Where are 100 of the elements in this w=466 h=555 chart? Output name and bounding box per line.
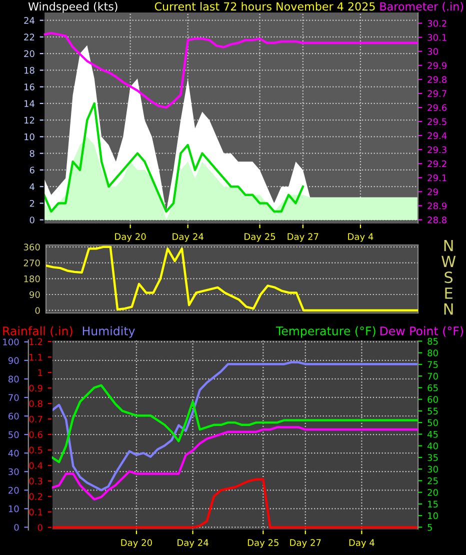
y3-tick-label: 65 (428, 384, 438, 392)
y-tick-label: 180 (24, 275, 40, 282)
y2-tick-label: 30 (428, 48, 438, 55)
y2-tick-label: 1 (38, 369, 42, 376)
y3-tick-label: 5 (428, 524, 432, 531)
y2-tick-label: 29.4 (428, 132, 447, 140)
y-axis-title: Windspeed (kts) (28, 2, 118, 13)
y2-tick-label: 29.6 (428, 104, 447, 112)
text: N (444, 303, 453, 315)
y-tick-label: 20 (8, 486, 19, 494)
x-tick-label: Day 20 (121, 539, 152, 548)
y-tick-label: 360 (24, 244, 40, 250)
y2-tick-label: 29.7 (428, 90, 446, 97)
y-tick-label: 50 (8, 431, 19, 438)
text: E (445, 288, 452, 299)
text: W (442, 256, 456, 268)
y-tick-label: 30 (8, 468, 19, 476)
y3-tick-label: 60 (428, 396, 438, 403)
y-tick-label: 6 (30, 166, 34, 174)
y2-axis-title: Barometer (.in) (380, 2, 464, 12)
line-series (44, 102, 304, 213)
y2-tick-label: 1.1 (30, 354, 42, 360)
x-tick-label: Day 25 (248, 539, 278, 548)
y-tick-label: 8 (30, 150, 34, 157)
y2-tick-label: 0.3 (29, 478, 42, 484)
y3-tick-label: 80 (428, 350, 438, 356)
y-tick-label: 10 (8, 505, 19, 512)
y3-tick-label: 45 (427, 431, 438, 438)
y-tick-label: 80 (8, 376, 19, 382)
y-tick-label: 70 (8, 394, 19, 402)
x-tick-label: Day 4 (348, 233, 374, 242)
y-tick-label: 22 (24, 34, 34, 40)
x-tick-label: Day 24 (172, 233, 204, 242)
y3-tick-label: 70 (428, 372, 438, 380)
y3-tick-label: 85 (428, 338, 438, 345)
y2-tick-label: 29.3 (428, 146, 446, 154)
y2-tick-label: 29.2 (428, 160, 446, 168)
y2-tick-label: 0.4 (29, 462, 42, 469)
y3-tick-label: 30 (428, 466, 438, 473)
y2-tick-label: 29.8 (428, 76, 447, 83)
y2-tick-label: 29.9 (428, 62, 446, 69)
text: Rainfall (.in) (3, 326, 72, 337)
x-tick-label: Day 27 (290, 539, 321, 548)
y-tick-label: 40 (8, 450, 19, 457)
y-tick-label: 90 (8, 357, 19, 364)
text: S (444, 272, 453, 284)
x-tick-label: Day 4 (349, 539, 374, 548)
x-tick-label: Day 25 (244, 233, 276, 242)
y2-tick-label: 0.9 (29, 384, 42, 392)
y2-tick-label: 0.1 (29, 508, 42, 516)
text: Humidity (82, 326, 135, 338)
y2-tick-label: 0.8 (29, 400, 42, 408)
y3-tick-label: 35 (428, 454, 438, 461)
y3-tick-label: 25 (428, 477, 438, 484)
y2-tick-label: 1.2 (30, 338, 42, 345)
y2-tick-label: 28.8 (428, 216, 447, 224)
y2-tick-label: 28.9 (428, 202, 446, 210)
text: Dew Point (°F) (380, 326, 463, 337)
y-tick-label: 18 (24, 66, 34, 74)
y-tick-label: 0 (14, 524, 19, 531)
y-tick-label: 100 (3, 338, 19, 346)
x-tick-label: Day 24 (178, 539, 208, 548)
y-tick-label: 10 (24, 133, 34, 140)
y2-tick-label: 30.2 (428, 20, 446, 27)
text: N (444, 240, 453, 252)
y-tick-label: 20 (24, 50, 34, 58)
y2-tick-label: 29 (428, 188, 438, 196)
y3-tick-label: 10 (428, 512, 438, 520)
y2-tick-label: 0.2 (29, 493, 42, 500)
y3-tick-label: 40 (427, 442, 438, 450)
y-tick-label: 0 (30, 216, 34, 224)
x-tick-label: Day 27 (288, 233, 318, 242)
y2-tick-label: 0.5 (29, 446, 42, 454)
y-tick-label: 60 (8, 412, 19, 420)
y2-tick-label: 29.5 (428, 118, 446, 126)
y3-tick-label: 15 (428, 500, 438, 508)
text: Temperature (°F) (276, 326, 376, 338)
y3-tick-label: 50 (428, 419, 438, 426)
y-tick-label: 24 (24, 17, 34, 24)
line-series (52, 426, 418, 500)
y2-tick-label: 0.7 (29, 416, 42, 423)
y-tick-label: 14 (24, 100, 34, 107)
y3-tick-label: 55 (428, 408, 438, 414)
y2-tick-label: 29.1 (428, 174, 446, 182)
line-series (52, 361, 418, 492)
line-series (44, 32, 418, 109)
chart-title: Current last 72 hours November 4 2025 (154, 2, 375, 11)
y2-tick-label: 0.6 (29, 431, 42, 438)
y-tick-label: 270 (24, 260, 40, 266)
y-tick-label: 12 (24, 116, 34, 124)
y3-tick-label: 20 (428, 489, 438, 496)
x-tick-label: Day 20 (115, 233, 146, 242)
y3-tick-label: 75 (428, 361, 438, 368)
y-tick-label: 0 (35, 307, 40, 314)
y-tick-label: 4 (30, 183, 34, 190)
y2-tick-label: 30.1 (428, 34, 446, 41)
y-tick-label: 2 (30, 200, 34, 207)
y-tick-label: 90 (30, 291, 40, 298)
y-tick-label: 16 (24, 84, 34, 90)
line-series (46, 246, 418, 312)
